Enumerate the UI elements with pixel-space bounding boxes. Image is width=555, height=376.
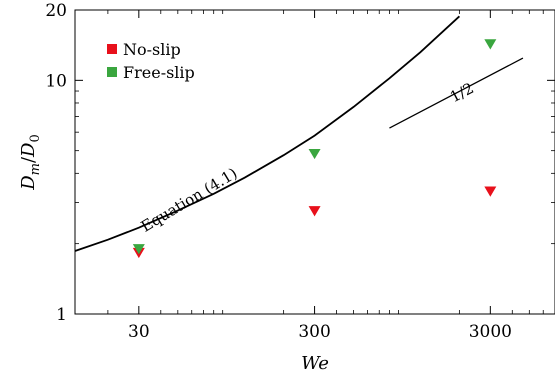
y-tick-label: 1 bbox=[56, 305, 67, 325]
equation-curve bbox=[74, 15, 461, 252]
marker-no-slip bbox=[484, 186, 497, 197]
y-label-d2: D bbox=[18, 142, 39, 158]
slope-line bbox=[389, 57, 524, 129]
marker-free-slip bbox=[132, 244, 145, 255]
y-tick-label: 20 bbox=[45, 1, 67, 21]
y-tick-label: 10 bbox=[45, 71, 67, 91]
tick-labels: 30 300 3000 1 10 20 bbox=[45, 1, 512, 342]
legend-label-no-slip: No-slip bbox=[123, 40, 181, 59]
marker-free-slip bbox=[484, 39, 497, 50]
y-label-sub2: 0 bbox=[28, 134, 43, 142]
legend-label-free-slip: Free-slip bbox=[123, 63, 195, 82]
x-tick-label: 30 bbox=[128, 322, 150, 342]
legend: No-slip Free-slip bbox=[107, 40, 195, 82]
y-label-sub1: m bbox=[28, 163, 43, 175]
legend-swatch-free-slip bbox=[107, 67, 117, 77]
y-label-slash: / bbox=[18, 156, 39, 163]
data-points bbox=[132, 39, 497, 259]
legend-swatch-no-slip bbox=[107, 44, 117, 54]
y-axis-label: Dm/D0 bbox=[18, 134, 43, 191]
x-tick-label: 3000 bbox=[469, 322, 512, 342]
ticks bbox=[75, 9, 555, 315]
marker-no-slip bbox=[308, 206, 321, 217]
y-label-d1: D bbox=[18, 175, 39, 191]
equation-label: Equation (4.1) bbox=[138, 164, 241, 236]
slope-label: 1/2 bbox=[447, 79, 477, 106]
marker-free-slip bbox=[308, 148, 321, 160]
x-axis-label: We bbox=[301, 353, 329, 374]
x-tick-label: 300 bbox=[298, 322, 330, 342]
